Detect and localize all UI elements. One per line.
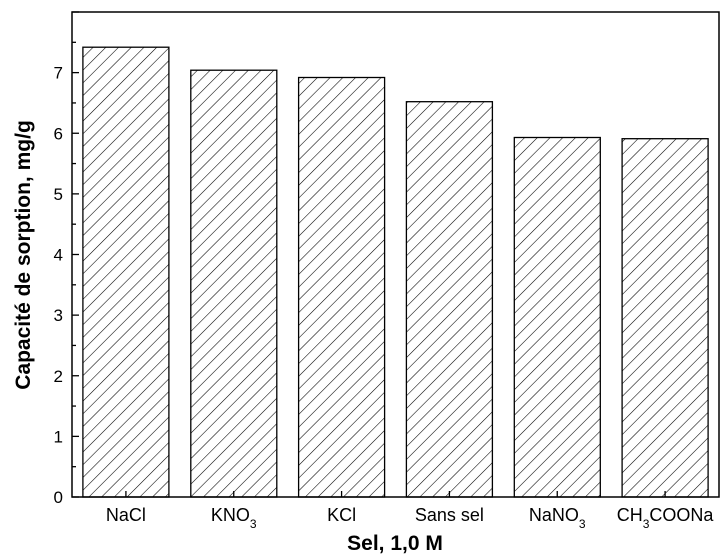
y-tick-label: 5 [54,185,63,204]
y-tick-label: 7 [54,64,63,83]
y-axis-title: Capacité de sorption, mg/g [12,120,35,390]
y-axis: 0 1 2 3 4 5 6 7 [54,11,79,507]
y-tick-label: 0 [54,488,63,507]
x-category-label: KNO3 [211,505,257,531]
x-category-label: Sans sel [415,505,484,525]
y-tick-label: 4 [54,246,63,265]
bar-ch3coona [621,138,709,498]
y-tick-label: 1 [54,427,63,446]
x-category-label: NaCl [106,505,146,525]
y-tick-label: 6 [54,124,63,143]
y-tick-label: 2 [54,367,63,386]
bar-kcl [297,76,386,498]
bar-nano3 [513,136,601,498]
bars-layer [82,46,709,498]
y-tick-label: 3 [54,306,63,325]
x-category-label: KCl [327,505,356,525]
bar-kno3 [190,69,278,498]
x-category-label: CH3COONa [617,505,715,531]
bar-nacl [82,46,170,498]
x-axis-title: Sel, 1,0 M [347,532,443,555]
bar-sans-sel [405,101,494,498]
x-category-label: NaNO3 [529,505,586,531]
x-axis: NaCl KNO3 KCl Sans sel NaNO3 CH3COONa [106,491,715,531]
